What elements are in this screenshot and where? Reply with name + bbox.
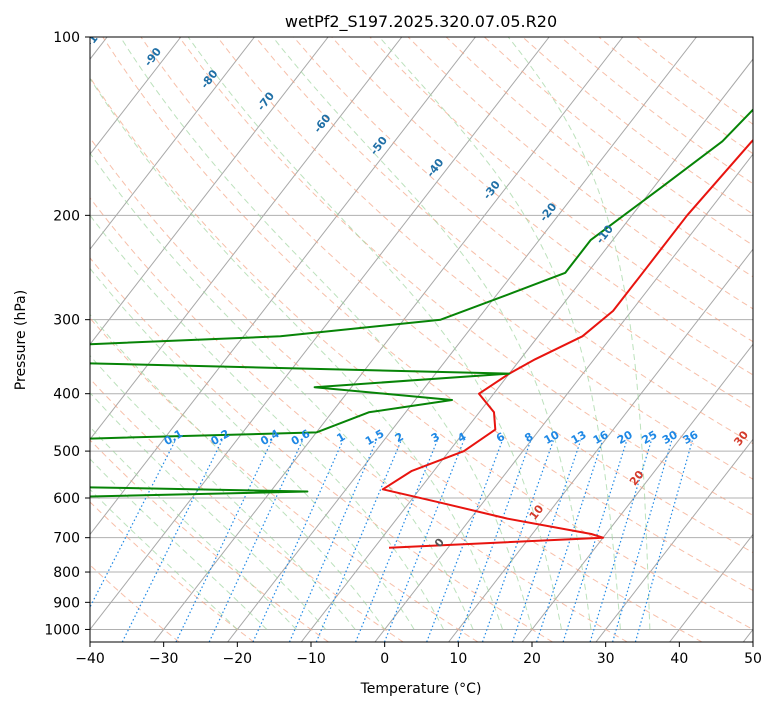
grid-layer xyxy=(90,37,753,642)
x-tick-label: −30 xyxy=(149,651,179,667)
mixing-ratio-line xyxy=(562,440,628,642)
isotherm-line xyxy=(595,438,753,642)
dry-adiabat xyxy=(140,37,753,554)
dry-adiabat xyxy=(331,37,753,376)
y-tick-label: 900 xyxy=(53,595,80,611)
mixing-ratio-line xyxy=(175,440,273,642)
x-tick-label: −10 xyxy=(296,651,326,667)
dry-adiabat xyxy=(216,37,753,480)
sounding-line-1 xyxy=(90,108,753,498)
dry-adiabat xyxy=(90,439,329,642)
mixing-ratio-line xyxy=(589,440,652,642)
x-tick-label: 20 xyxy=(523,651,541,667)
isotherm-line xyxy=(300,58,753,642)
moist-adiabat xyxy=(119,37,533,630)
dry-adiabat xyxy=(90,317,479,642)
dry-adiabat xyxy=(407,37,753,310)
tick-layer: −40 −30 −20 −10 0 10 20 30 40 50 100 200 300 400 500 60… xyxy=(44,30,762,667)
x-tick-label: −20 xyxy=(223,651,253,667)
x-axis-label: Temperature (°C) xyxy=(360,681,482,697)
x-tick-label: −40 xyxy=(75,651,105,667)
y-tick-label: 700 xyxy=(53,531,80,547)
dry-adiabat xyxy=(178,37,753,516)
series-layer xyxy=(90,108,753,549)
x-tick-label: 50 xyxy=(744,651,762,667)
moist-adiabat xyxy=(272,37,592,630)
moist-adiabat xyxy=(90,426,297,630)
x-tick-label: 40 xyxy=(670,651,688,667)
mixing-ratio-line xyxy=(511,440,582,642)
dry-adiabat xyxy=(369,37,753,343)
y-tick-label: 500 xyxy=(53,444,80,460)
mixing-ratio-line xyxy=(288,440,377,642)
moist-adiabat xyxy=(90,77,503,630)
dry-adiabat xyxy=(90,377,404,642)
y-tick-label: 300 xyxy=(53,313,80,329)
moist-adiabat xyxy=(507,37,651,630)
y-axis-label: Pressure (hPa) xyxy=(13,290,29,390)
y-tick-label: 1000 xyxy=(44,622,80,638)
mixing-ratio-line xyxy=(121,440,223,642)
isotherm-line xyxy=(90,37,403,441)
isotherm-layer xyxy=(90,37,753,642)
moist-adiabat xyxy=(187,37,562,630)
isotherm-line xyxy=(521,343,753,642)
isotherm-line xyxy=(90,37,182,155)
moist-adiabat xyxy=(90,488,238,630)
mixing-ratio-line xyxy=(383,440,465,642)
sounding-line-0 xyxy=(381,138,753,549)
dry-adiabat xyxy=(90,137,703,642)
mixing-ratio-line xyxy=(634,440,693,642)
y-tick-label: 100 xyxy=(53,30,80,46)
x-tick-label: 0 xyxy=(380,651,389,667)
mixing-ratio-line xyxy=(90,440,176,609)
y-tick-label: 600 xyxy=(53,491,80,507)
x-tick-label: 30 xyxy=(597,651,615,667)
y-tick-label: 800 xyxy=(53,565,80,581)
isotherm-line xyxy=(90,37,255,251)
isotherm-line xyxy=(90,37,550,631)
dry-adiabat xyxy=(90,564,180,642)
moist-adiabat xyxy=(90,152,474,630)
y-tick-label: 200 xyxy=(53,208,80,224)
y-tick-label: 400 xyxy=(53,387,80,403)
x-tick-label: 10 xyxy=(449,651,467,667)
moist-adiabat xyxy=(90,267,415,630)
isotherm-line xyxy=(227,37,697,642)
moist-adiabat xyxy=(90,392,327,630)
plot-frame xyxy=(89,36,754,643)
moist-adiabat xyxy=(378,37,621,630)
mixing-ratio-line xyxy=(208,440,303,642)
mixing-ratio-line xyxy=(315,440,402,642)
isotherm-line xyxy=(374,153,753,642)
mixing-ratio-line xyxy=(536,440,604,642)
dry-adiabat xyxy=(102,37,753,592)
mixing-ratio-line xyxy=(252,440,344,642)
isotherm-line xyxy=(90,37,329,346)
dry-adiabat xyxy=(90,76,753,630)
isotherm-line xyxy=(153,37,624,642)
isotherm-line xyxy=(669,533,753,642)
isotherm-line xyxy=(90,37,476,536)
moist-adiabat xyxy=(90,354,356,630)
chart-title: wetPf2_S197.2025.320.07.05.R20 xyxy=(285,12,557,32)
dry-adiabat xyxy=(90,257,553,642)
mixing-ratio-line xyxy=(612,440,673,642)
moist-adiabat xyxy=(90,214,445,630)
mixing-ratio-line xyxy=(355,440,438,642)
moist-adiabat xyxy=(90,313,386,630)
